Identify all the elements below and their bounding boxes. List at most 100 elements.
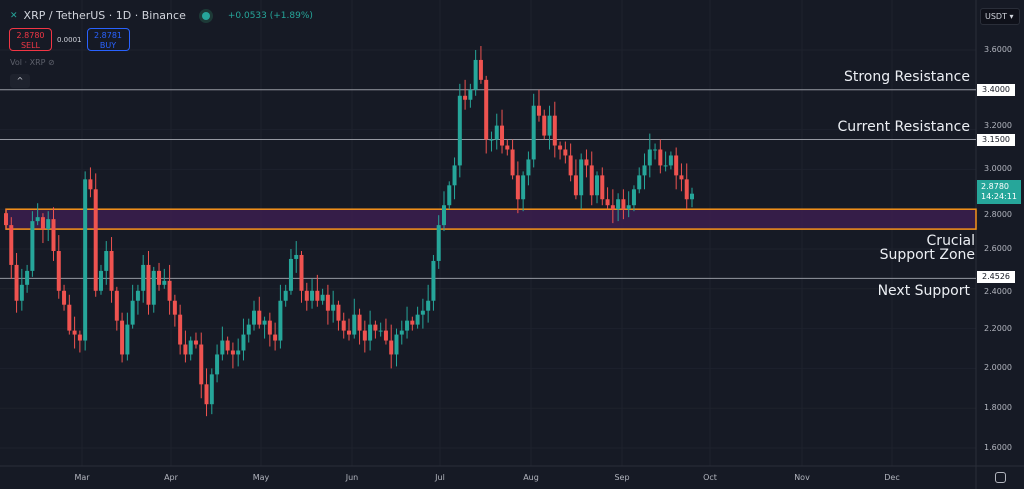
candle-body — [72, 330, 77, 335]
candle-body — [283, 290, 288, 301]
candle-body — [595, 175, 600, 196]
candle-body — [647, 149, 652, 166]
candle-body — [14, 264, 19, 301]
candle-body — [605, 199, 610, 206]
candle-body — [484, 79, 489, 140]
candle-body — [336, 304, 341, 321]
candle-body — [690, 193, 694, 200]
candle-body — [215, 354, 220, 375]
time-tick: Mar — [74, 473, 90, 482]
candle-body — [109, 250, 114, 291]
collapse-button[interactable]: ^ — [10, 74, 30, 88]
candle-body — [573, 175, 578, 196]
candle-body — [679, 175, 684, 180]
buy-label: BUY — [99, 41, 117, 50]
candle-body — [436, 225, 441, 261]
candle-body — [536, 105, 541, 116]
candle-body — [521, 175, 526, 200]
candle-body — [204, 384, 209, 405]
price-change: +0.0533 (+1.89%) — [227, 10, 313, 21]
price-tick: 2.2000 — [984, 323, 1012, 333]
candle-body — [299, 254, 304, 291]
candle-body — [626, 205, 631, 210]
support-zone-rect — [5, 208, 977, 230]
support-zone-label-2: Support Zone — [879, 247, 975, 263]
candle-body — [25, 270, 30, 285]
candle-body — [426, 300, 431, 311]
candle-body — [19, 284, 24, 301]
candle-body — [273, 334, 278, 341]
volume-indicator[interactable]: Vol · XRP ⊘ — [10, 58, 55, 67]
time-tick: Sep — [614, 473, 630, 482]
buy-price: 2.8781 — [94, 31, 122, 40]
candle-body — [383, 330, 388, 341]
candle-body — [658, 149, 663, 166]
candle-body — [62, 290, 67, 305]
candle-body — [616, 199, 621, 210]
candle-body — [178, 314, 183, 345]
xrp-logo-icon: ✕ — [10, 10, 18, 21]
price-tick: 2.0000 — [984, 363, 1012, 373]
candle-body — [294, 254, 299, 259]
candle-body — [341, 320, 346, 331]
candle-body — [320, 294, 325, 301]
eye-hidden-icon[interactable]: ⊘ — [48, 58, 55, 67]
candle-body — [141, 264, 146, 291]
candle-body — [563, 149, 568, 156]
candle-body — [642, 165, 647, 176]
market-open-icon — [201, 11, 210, 20]
candle-body — [668, 155, 673, 166]
symbol-header: ✕ XRP / TetherUS · 1D · Binance +0.0533 … — [10, 9, 313, 22]
candle-body — [368, 324, 373, 341]
volume-label: Vol · XRP — [10, 58, 46, 67]
price-tick: 1.6000 — [984, 443, 1012, 452]
candle-body — [389, 340, 394, 355]
support-zone-label-1: Crucial — [926, 233, 975, 249]
candle-body — [278, 300, 283, 341]
candle-body — [542, 115, 547, 136]
current-resistance-label: Current Resistance — [837, 119, 970, 135]
candle-body — [600, 175, 605, 200]
candle-body — [304, 290, 309, 301]
buy-button[interactable]: 2.8781 BUY — [86, 28, 130, 51]
candle-body — [589, 165, 594, 196]
candle-body — [193, 340, 198, 345]
candle-body — [236, 350, 241, 355]
sell-button[interactable]: 2.8780 SELL — [9, 28, 52, 51]
symbol-title[interactable]: XRP / TetherUS · 1D · Binance — [23, 9, 186, 22]
candle-body — [399, 330, 404, 335]
candle-body — [452, 165, 457, 186]
time-tick: Aug — [523, 473, 539, 482]
sell-price: 2.8780 — [16, 31, 45, 40]
candle-body — [56, 250, 61, 291]
candle-body — [40, 217, 45, 230]
candle-body — [83, 179, 88, 341]
candle-body — [325, 294, 330, 311]
current-resistance-price: 3.1500 — [977, 134, 1015, 146]
candle-body — [373, 324, 378, 331]
candle-body — [394, 334, 399, 355]
price-tick: 3.6000 — [984, 45, 1012, 54]
candle-body — [146, 264, 151, 305]
currency-select[interactable]: USDT ▾ — [980, 8, 1020, 25]
candle-body — [500, 125, 505, 146]
next-support-price: 2.4526 — [977, 271, 1015, 283]
time-tick: Dec — [884, 473, 900, 482]
price-tick: 2.4000 — [984, 286, 1012, 296]
price-tick: 2.8000 — [984, 210, 1012, 220]
candle-body — [51, 219, 56, 251]
candle-body — [267, 320, 272, 335]
candle-body — [130, 300, 135, 325]
current-price-label: 2.8780 14:24:11 — [977, 180, 1021, 204]
candle-body — [114, 290, 119, 321]
candle-body — [420, 310, 425, 315]
candle-body — [77, 334, 82, 341]
candle-body — [631, 189, 636, 206]
candle-body — [93, 189, 98, 291]
candle-body — [457, 95, 462, 166]
candle-body — [579, 159, 584, 196]
settings-gear-icon[interactable] — [995, 472, 1006, 483]
candle-body — [157, 270, 162, 285]
candle-body — [246, 324, 251, 335]
